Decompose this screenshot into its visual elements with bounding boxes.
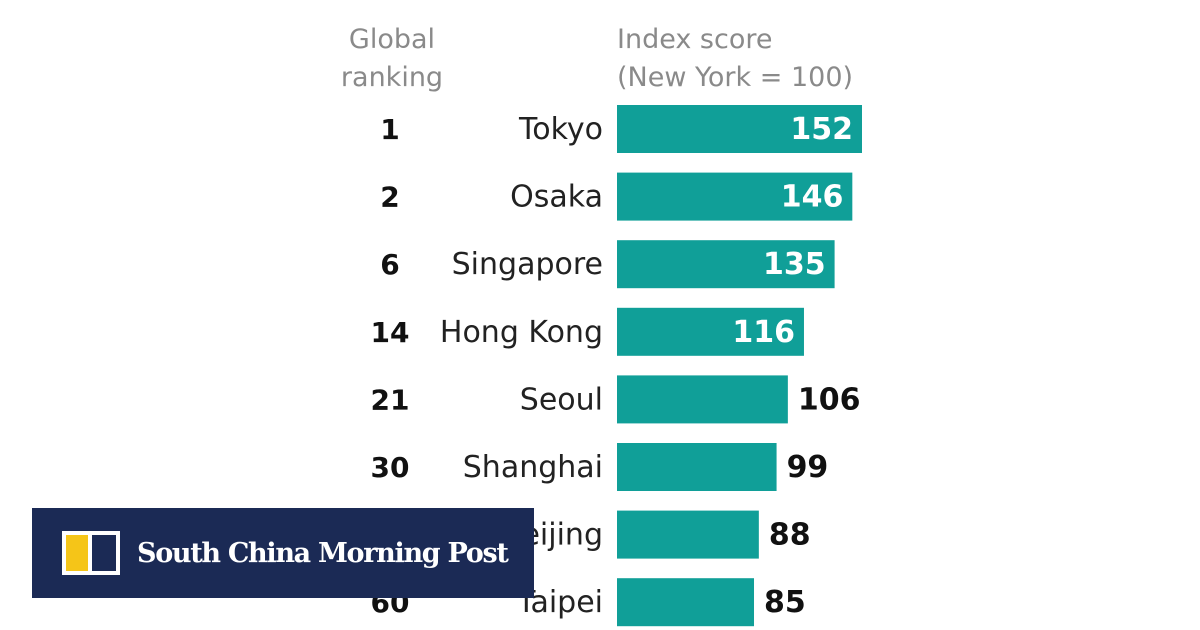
bar [617, 578, 755, 627]
bar [617, 307, 804, 356]
value-label: 88 [769, 518, 811, 553]
brand-name: South China Morning Post [137, 537, 509, 569]
rank-label: 1 [380, 113, 399, 146]
scmp-logo-icon [62, 531, 120, 575]
rank-label: 21 [371, 383, 410, 416]
score-header-line-2: (New York = 100) [617, 62, 853, 93]
value-label: 116 [732, 315, 795, 350]
city-label: Seoul [520, 382, 603, 417]
rank-label: 2 [380, 181, 399, 214]
bar-row: 1 Tokyo 152 [380, 105, 862, 153]
rank-header-line-2: ranking [341, 62, 443, 93]
rank-label: 14 [371, 316, 410, 349]
bar-row: 6 Singapore 135 [380, 240, 835, 289]
bar-row: 14 Hong Kong 116 [371, 307, 804, 356]
bar [617, 443, 777, 491]
bar-row: 2 Osaka 146 [380, 172, 853, 221]
bar [617, 105, 862, 153]
bar [617, 375, 788, 424]
rank-label: 30 [371, 451, 410, 484]
score-header-line-1: Index score [617, 24, 772, 55]
bar-row: 30 Shanghai 99 [371, 443, 829, 491]
value-label: 85 [764, 585, 806, 620]
value-label: 135 [763, 247, 826, 282]
rank-header-line-1: Global [349, 24, 435, 55]
bar [617, 510, 759, 559]
city-label: Osaka [510, 180, 603, 215]
city-label: Shanghai [463, 450, 603, 485]
city-label: Singapore [452, 247, 603, 282]
value-label: 146 [781, 180, 844, 215]
value-label: 99 [787, 450, 829, 485]
city-label: Tokyo [518, 112, 603, 147]
scmp-logo-banner: South China Morning Post [32, 508, 534, 598]
bar [617, 240, 835, 289]
value-label: 106 [798, 382, 861, 417]
bar-row: 21 Seoul 106 [371, 375, 861, 424]
city-label: Hong Kong [440, 315, 603, 350]
bar [617, 172, 853, 221]
value-label: 152 [790, 112, 853, 147]
bar-row: 60 Taipei 85 [371, 578, 806, 627]
rank-label: 6 [380, 248, 399, 281]
